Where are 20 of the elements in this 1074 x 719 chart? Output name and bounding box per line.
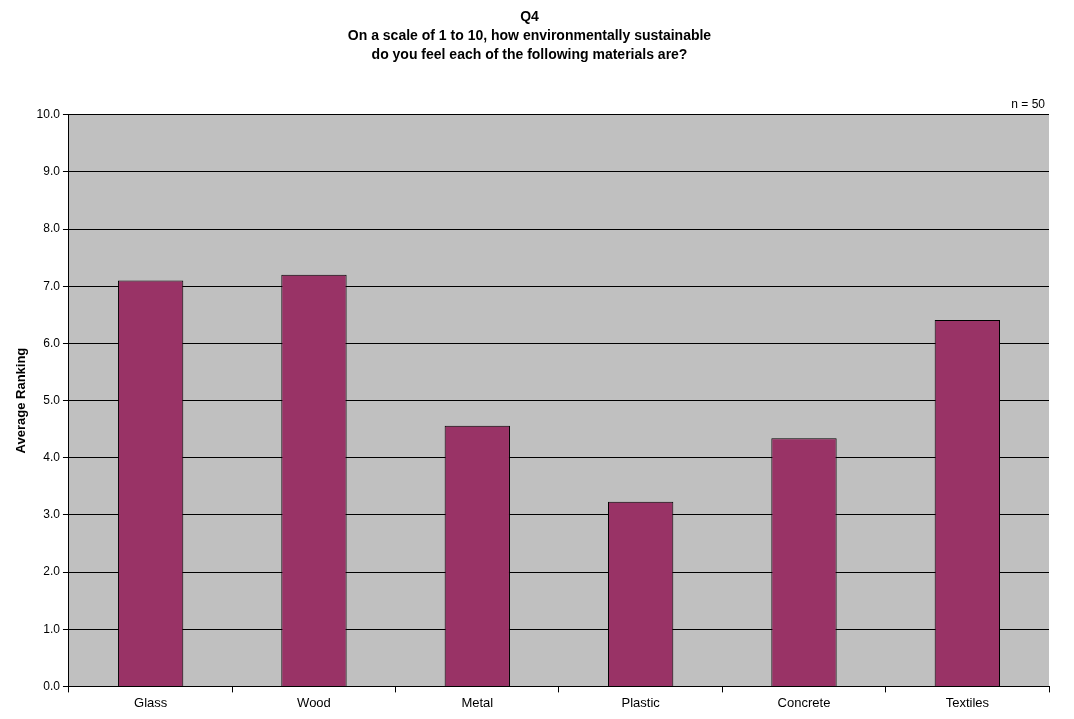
y-tick-label: 8.0 bbox=[43, 221, 61, 236]
x-tick-label: Concrete bbox=[777, 694, 831, 710]
x-tick-label: Textiles bbox=[945, 694, 990, 710]
chart-title: Q4 On a scale of 1 to 10, how environmentally sustainable do you feel each of the following materials are? bbox=[347, 8, 712, 63]
y-tick-label: 1.0 bbox=[43, 621, 61, 636]
x-tick-label: Glass bbox=[134, 694, 168, 710]
y-tick-label: 9.0 bbox=[43, 164, 61, 179]
y-tick-label: 0.0 bbox=[43, 678, 61, 693]
x-tick-label: Wood bbox=[297, 694, 331, 710]
x-tick-label: Metal bbox=[461, 694, 494, 710]
y-tick-label: 10.0 bbox=[36, 107, 61, 122]
x-tick-label: Plastic bbox=[621, 694, 661, 710]
y-tick-label: 3.0 bbox=[43, 507, 61, 522]
y-tick-label: 5.0 bbox=[43, 392, 61, 407]
y-tick-label: 7.0 bbox=[43, 278, 61, 293]
y-tick-label: 4.0 bbox=[43, 450, 61, 465]
y-tick-label: 6.0 bbox=[43, 335, 61, 350]
text: n = 50 bbox=[1011, 97, 1046, 112]
y-tick-label: 2.0 bbox=[43, 564, 61, 579]
y-axis-title: Average Ranking bbox=[13, 347, 29, 454]
